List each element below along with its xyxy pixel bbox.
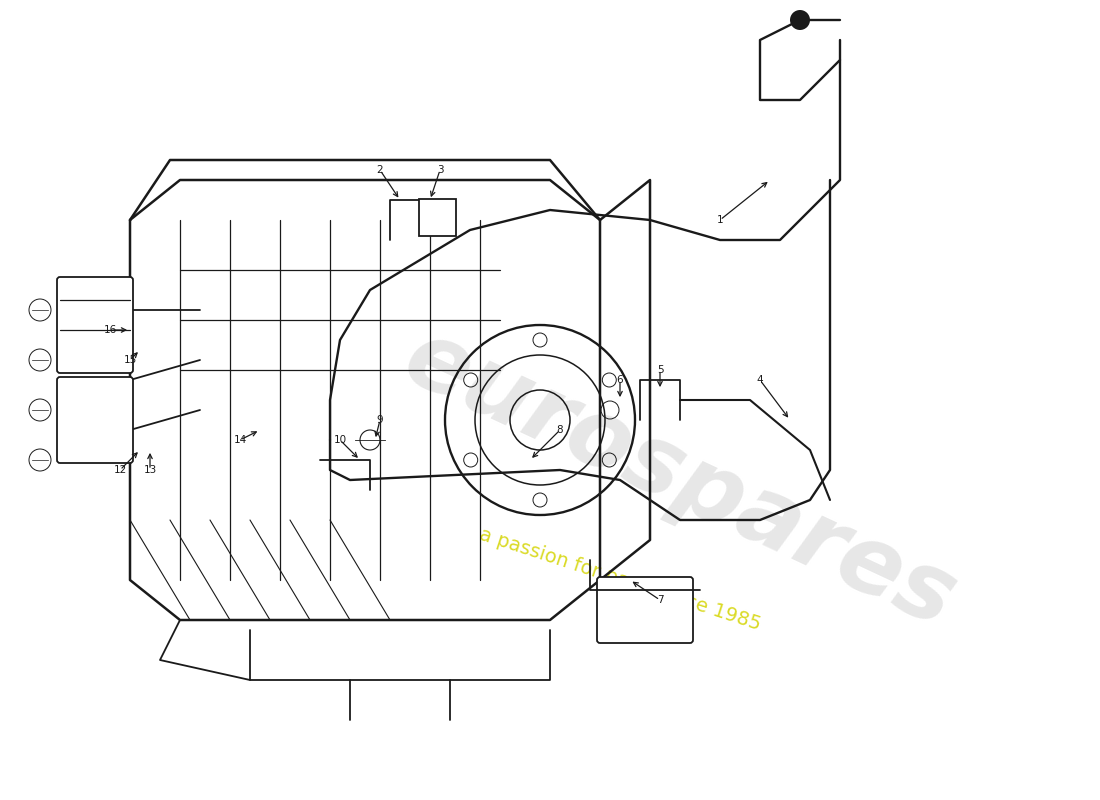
Text: 6: 6 bbox=[617, 375, 624, 385]
Text: 8: 8 bbox=[557, 425, 563, 435]
FancyBboxPatch shape bbox=[57, 377, 133, 463]
Text: 4: 4 bbox=[757, 375, 763, 385]
Text: 7: 7 bbox=[657, 595, 663, 605]
Text: 9: 9 bbox=[376, 415, 383, 425]
Text: 3: 3 bbox=[437, 165, 443, 175]
FancyBboxPatch shape bbox=[419, 199, 456, 236]
Text: 10: 10 bbox=[333, 435, 346, 445]
Text: 15: 15 bbox=[123, 355, 136, 365]
Text: eurospares: eurospares bbox=[389, 312, 970, 648]
Text: 1: 1 bbox=[717, 215, 724, 225]
FancyBboxPatch shape bbox=[57, 277, 133, 373]
Text: 12: 12 bbox=[113, 465, 127, 475]
Circle shape bbox=[790, 10, 810, 30]
Text: 14: 14 bbox=[233, 435, 246, 445]
Text: 5: 5 bbox=[657, 365, 663, 375]
FancyBboxPatch shape bbox=[597, 577, 693, 643]
Text: 2: 2 bbox=[376, 165, 383, 175]
Text: 16: 16 bbox=[103, 325, 117, 335]
Text: a passion for parts since 1985: a passion for parts since 1985 bbox=[476, 526, 763, 634]
Text: 13: 13 bbox=[143, 465, 156, 475]
